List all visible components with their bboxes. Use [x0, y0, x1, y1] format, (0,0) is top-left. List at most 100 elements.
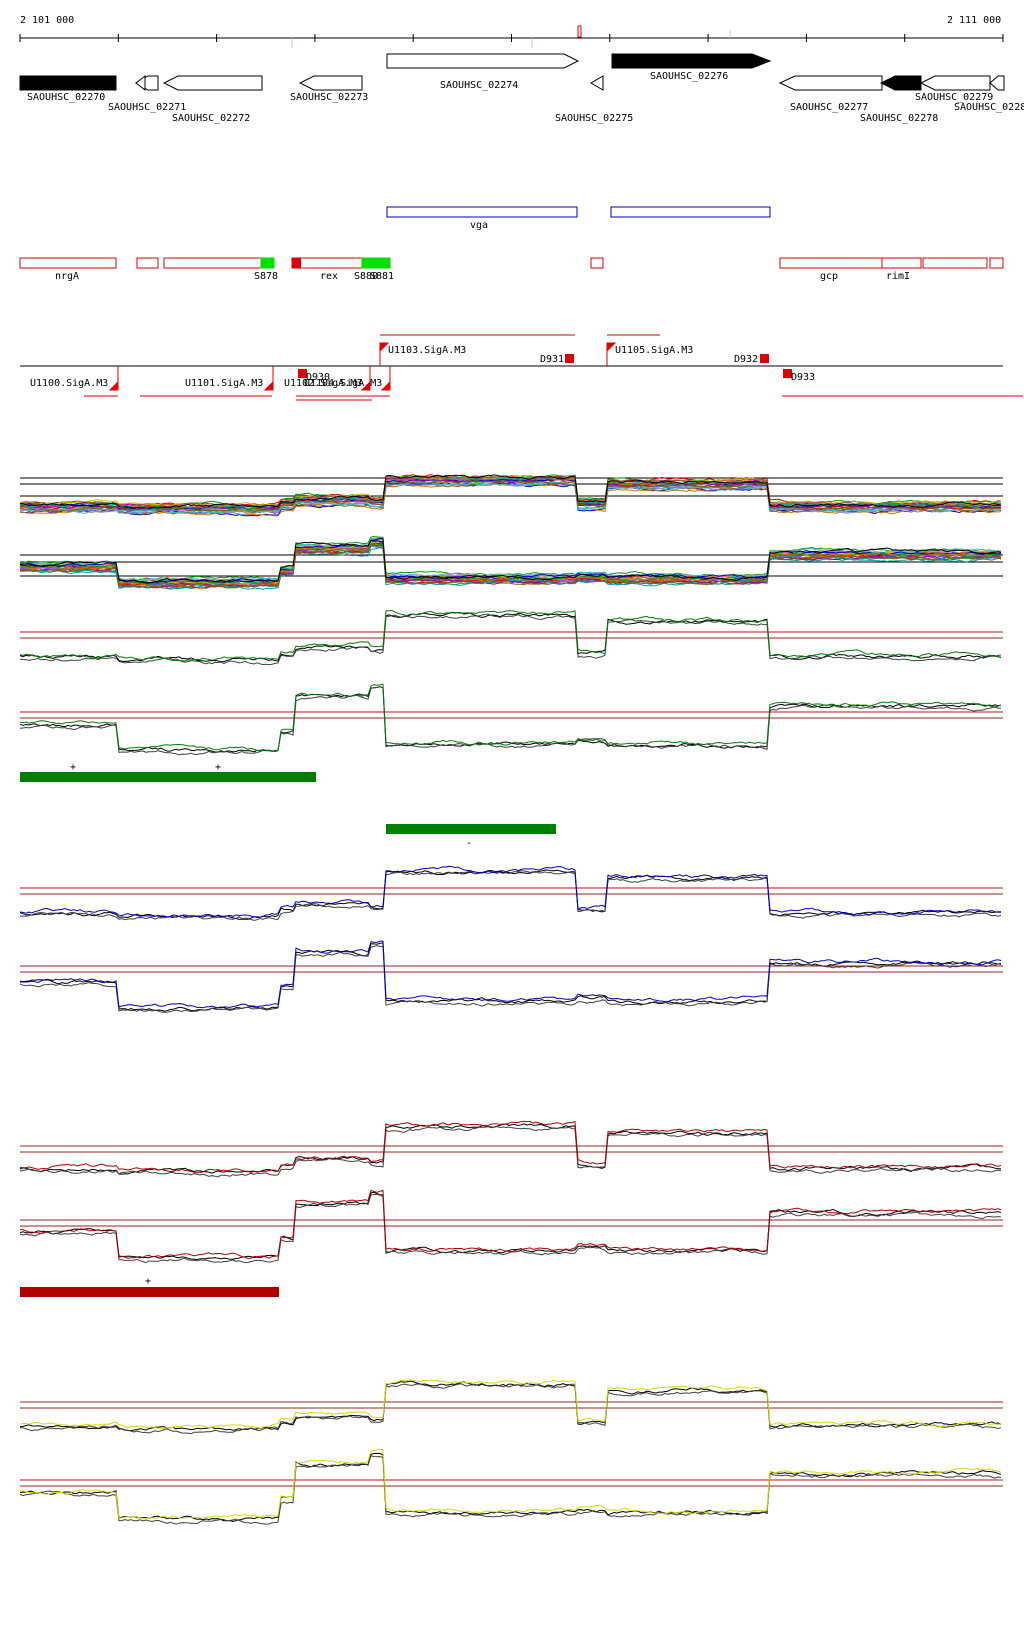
gene-label: SAOUHSC_02274	[440, 80, 518, 91]
mean-line	[19, 1120, 1002, 1174]
feature-box[interactable]	[881, 257, 922, 269]
track-green-minus	[19, 683, 1003, 756]
feature-box[interactable]	[260, 257, 275, 269]
diff-bar[interactable]	[20, 772, 316, 782]
replicate-line	[19, 1194, 1002, 1264]
replicate-line	[19, 1191, 1002, 1261]
replicate-line	[19, 945, 1002, 1013]
mean-line	[19, 683, 1002, 752]
replicate-line	[20, 1382, 1002, 1435]
feature-box[interactable]	[922, 257, 988, 269]
gene-track: SAOUHSC_02270 SAOUHSC_02271 SAOUHSC_0227…	[19, 53, 1024, 124]
diff-bar[interactable]	[20, 1287, 279, 1297]
gene-arrow[interactable]	[879, 75, 922, 91]
diff-bar-sign: +	[70, 762, 76, 773]
diff-bars: + + - +	[20, 762, 556, 1297]
replicate-line	[19, 686, 1002, 753]
feature-box[interactable]	[590, 257, 604, 269]
terminator-marker[interactable]	[783, 369, 792, 378]
gene-label: SAOUHSC_02272	[172, 113, 250, 124]
feature-label: nrgA	[55, 271, 79, 282]
promoter-marker[interactable]	[360, 366, 371, 391]
ruler-start-label: 2 101 000	[20, 15, 74, 26]
terminator-label: D932	[734, 354, 758, 365]
operon-label: vga	[470, 220, 488, 231]
replicate-line	[19, 611, 1002, 663]
gene-arrow[interactable]	[590, 75, 604, 91]
gene-arrow[interactable]	[919, 75, 991, 91]
promoter-marker[interactable]	[606, 342, 617, 366]
ruler-end-label: 2 111 000	[947, 15, 1001, 26]
feature-box[interactable]	[19, 257, 117, 269]
gene-arrow[interactable]	[611, 53, 772, 69]
gene-label: SAOUHSC_02273	[290, 92, 368, 103]
feature-box[interactable]	[779, 257, 883, 269]
gene-label: SAOUHSC_02270	[27, 92, 105, 103]
promoter-marker[interactable]	[379, 342, 390, 366]
gene-arrow[interactable]	[386, 53, 580, 69]
operon-box[interactable]	[610, 206, 771, 218]
condition-line	[19, 545, 1002, 589]
feature-box[interactable]	[291, 257, 363, 269]
gene-label: SAOUHSC_02279	[915, 92, 993, 103]
gene-arrow[interactable]	[19, 75, 117, 91]
track-blue-plus	[19, 865, 1003, 921]
replicate-line	[19, 942, 1002, 1012]
expression-tracks	[19, 474, 1003, 1525]
feature-label: rex	[320, 271, 338, 282]
track-green-plus	[19, 609, 1003, 666]
terminator-marker[interactable]	[565, 354, 574, 363]
tu-label: U1104.SigA.M3	[304, 378, 382, 389]
replicate-line	[19, 1125, 1002, 1178]
gene-arrow[interactable]	[778, 75, 883, 91]
gene-arrow[interactable]	[989, 75, 1005, 91]
gene-label: SAOUHSC_02276	[650, 71, 728, 82]
track-all-conditions-minus	[19, 536, 1003, 590]
gene-arrow[interactable]	[298, 75, 363, 91]
mean-line	[19, 1448, 1002, 1519]
condition-line	[19, 476, 1002, 510]
gene-label: SAOUHSC_02278	[860, 113, 938, 124]
track-blue-minus	[19, 940, 1003, 1013]
promoter-marker[interactable]	[108, 366, 119, 391]
mean-line	[19, 940, 1002, 1009]
condition-line	[19, 540, 1002, 585]
terminator-label: D931	[540, 354, 564, 365]
replicate-line	[19, 613, 1002, 666]
tu-label: U1102.SigA.M3	[284, 378, 362, 389]
gene-label: SAOUHSC_02277	[790, 102, 868, 113]
operon-track: vga	[386, 206, 771, 231]
diff-bar[interactable]	[386, 824, 556, 834]
gene-label: SAOUHSC_0228	[954, 102, 1024, 113]
replicate-line	[19, 1455, 1002, 1525]
feature-label: rimI	[886, 271, 910, 282]
feature-label: S878	[254, 271, 278, 282]
operon-box[interactable]	[386, 206, 578, 218]
gene-arrow	[135, 74, 146, 92]
gene-label: SAOUHSC_02271	[108, 102, 186, 113]
promoter-marker[interactable]	[380, 366, 391, 391]
feature-box[interactable]	[163, 257, 275, 269]
mean-line	[19, 865, 1001, 918]
gene-arrow[interactable]	[162, 75, 263, 91]
feature-track: nrgA S878 rex S880 S881 gcp rimI	[19, 257, 1004, 282]
condition-line	[19, 544, 1002, 589]
condition-line	[19, 480, 1002, 513]
feature-box[interactable]	[989, 257, 1004, 269]
track-yellow-minus	[19, 1448, 1003, 1525]
terminator-marker[interactable]	[760, 354, 769, 363]
feature-box[interactable]	[361, 257, 391, 269]
feature-label: S880	[354, 271, 378, 282]
condition-line	[20, 474, 1002, 509]
coordinate-ruler: 2 101 000 2 111 000	[19, 15, 1004, 48]
track-red-minus	[19, 1189, 1003, 1264]
tu-label: U1103.SigA.M3	[388, 345, 466, 356]
replicate-line	[19, 686, 1002, 756]
promoter-marker[interactable]	[263, 366, 274, 391]
tu-label: U1105.SigA.M3	[615, 345, 693, 356]
replicate-line	[20, 870, 1002, 921]
replicate-line	[19, 869, 1002, 920]
ruler-marker	[577, 25, 582, 38]
terminator-marker[interactable]	[298, 369, 307, 378]
feature-box[interactable]	[136, 257, 159, 269]
